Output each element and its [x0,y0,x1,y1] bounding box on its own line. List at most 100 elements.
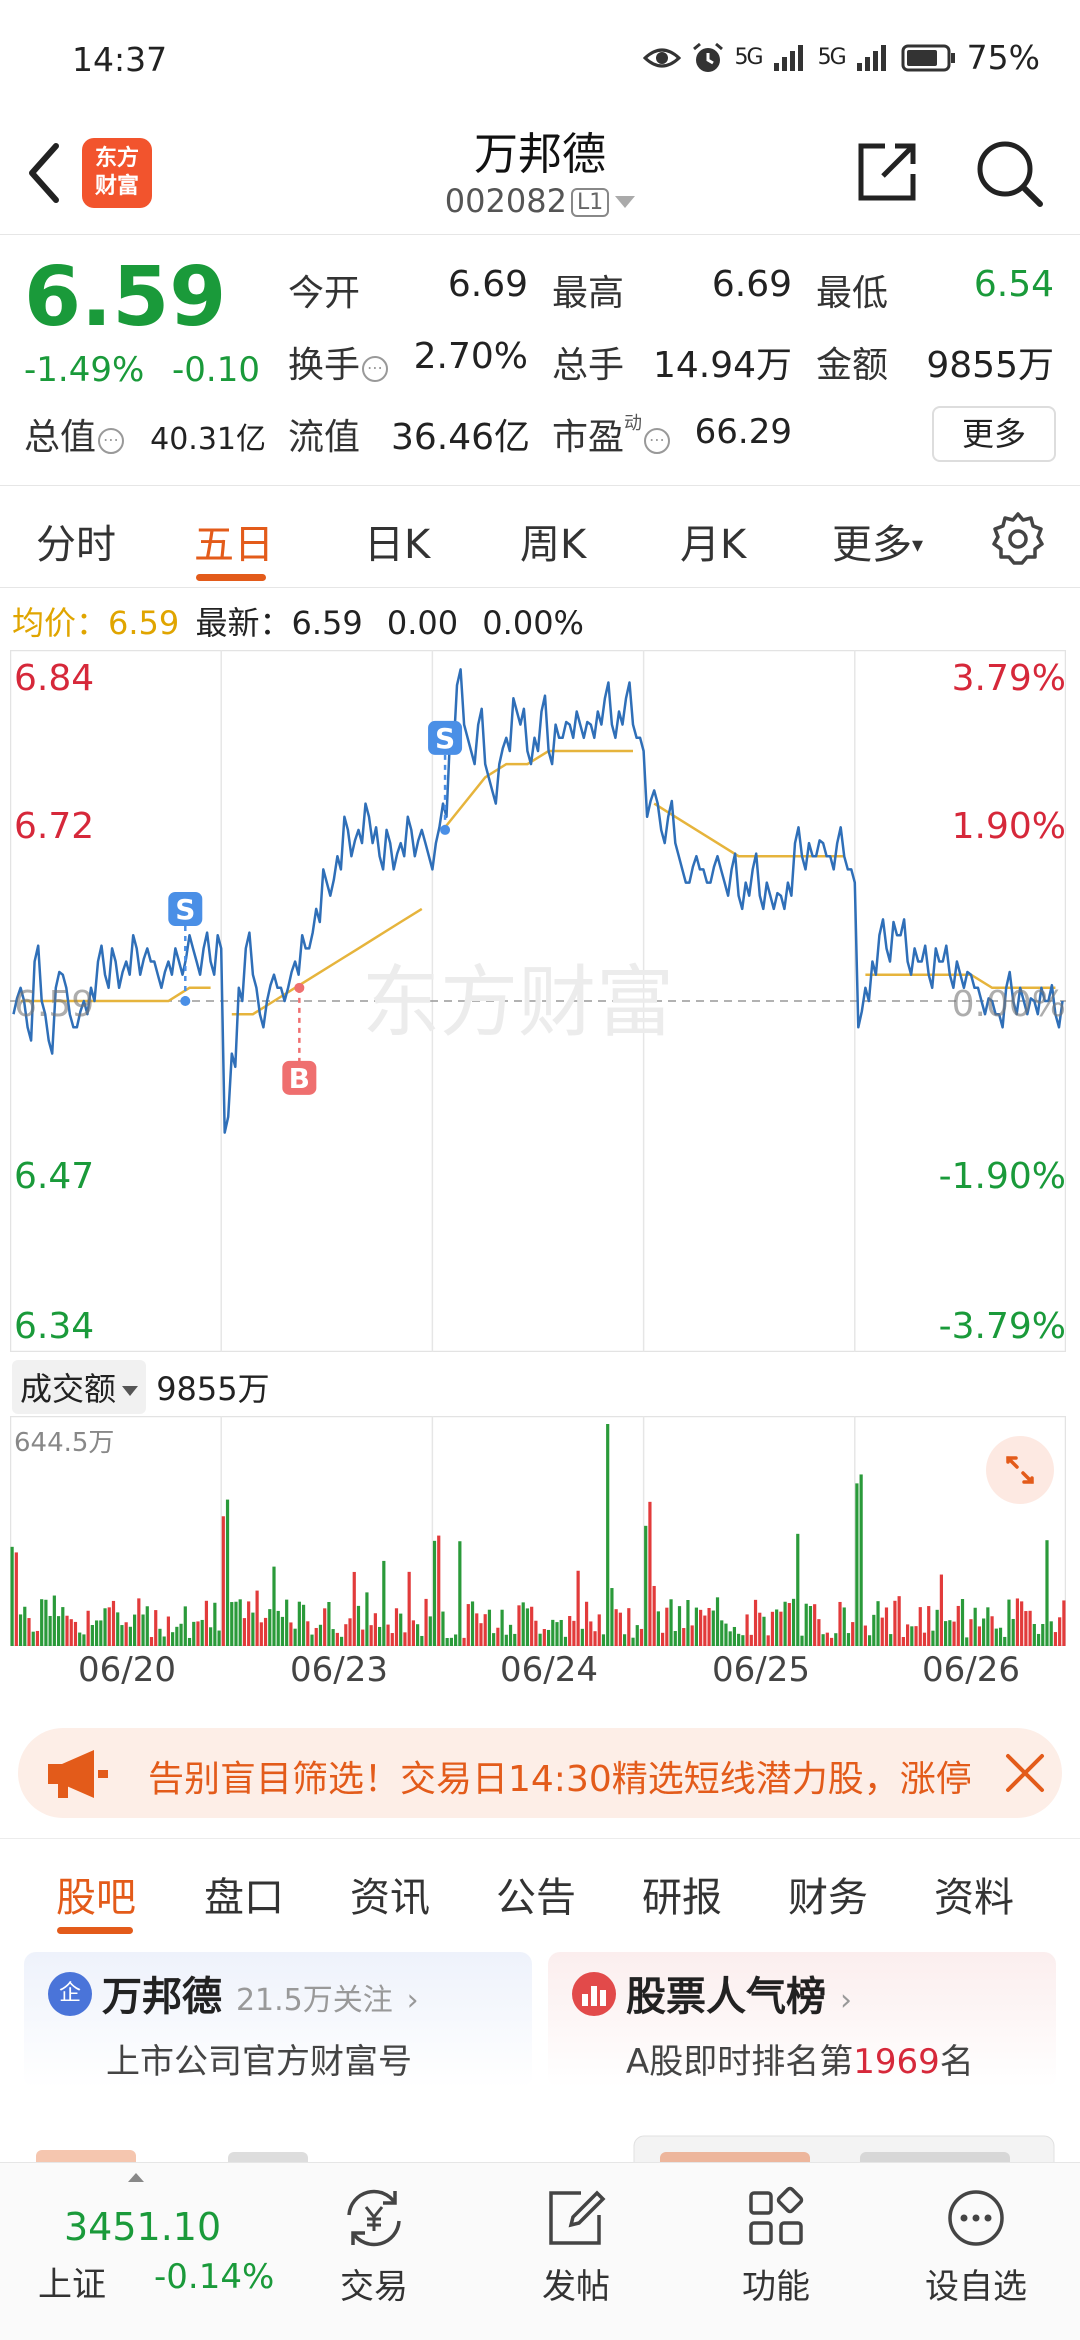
caret-up-icon [128,2173,144,2182]
volume-bar [808,1606,813,1646]
back-arrow-icon[interactable] [20,138,70,208]
volume-bar [580,1628,584,1646]
nav-trade[interactable]: 交易 [314,2185,434,2308]
volume-bar [783,1601,787,1646]
tab-five-day[interactable]: 五日 [194,522,274,568]
tab-financials[interactable]: 财务 [788,1875,868,1921]
popularity-rank-card[interactable]: 股票人气榜 › A股即时排名第1969名 [548,1952,1056,2088]
volume-bar [893,1600,897,1646]
tab-daily-k[interactable]: 日K [364,522,431,568]
volume-bar [90,1625,94,1646]
volume-bar [454,1634,458,1646]
tab-announcements[interactable]: 公告 [496,1875,576,1921]
expand-icon [1006,1456,1034,1484]
index-change[interactable]: -0.14% [154,2257,275,2297]
volume-chart[interactable] [10,1416,1066,1646]
close-icon[interactable] [1002,1750,1048,1796]
pe-label[interactable]: 市盈动⋯ [552,408,671,460]
volume-bar [128,1626,132,1646]
alarm-icon [692,42,723,72]
volume-bar [804,1603,808,1646]
volume-bar [825,1632,829,1646]
stock-code-selector[interactable]: 002082 L1 [0,182,1080,220]
volume-bar [111,1600,116,1646]
tab-more[interactable]: 更多▾ [832,512,923,570]
eastmoney-logo[interactable]: 东方 财富 [82,138,152,208]
volume-bar [931,1630,935,1646]
tab-news[interactable]: 资讯 [350,1875,430,1921]
float-cap-value: 36.46亿 [390,417,530,458]
search-icon[interactable] [972,136,1044,208]
volume-bar [293,1628,297,1646]
info-icon[interactable]: ⋯ [644,428,671,454]
popularity-rank-name: 股票人气榜 [626,1974,826,2020]
pe-value: 66.29 [694,412,792,452]
share-icon[interactable] [855,138,921,204]
volume-bar [614,1609,618,1646]
turnover-label[interactable]: 换手 ⋯ [288,336,389,388]
volume-type-label: 成交额 [20,1370,117,1408]
volume-bar [449,1637,454,1646]
expand-chart-button[interactable] [986,1436,1054,1504]
tab-order-book[interactable]: 盘口 [204,1875,284,1921]
rank-prefix: A股即时排名第 [626,2042,854,2082]
tab-research[interactable]: 研报 [642,1875,722,1921]
five-day-price-chart[interactable]: 东方财富 S B S [10,650,1066,1352]
volume-bar [399,1613,403,1646]
volume-bar [597,1614,601,1646]
more-quote-button[interactable]: 更多 [932,406,1056,462]
volume-bar [1003,1636,1007,1646]
tab-profile[interactable]: 资料 [934,1875,1014,1921]
quote-panel: 6.59 -1.49% -0.10 今开 6.69 最高 6.69 最低 6.5… [0,236,1080,486]
volume-bar [348,1618,352,1646]
volume-bar [500,1609,504,1646]
info-icon[interactable]: ⋯ [98,428,125,454]
volume-bar [1049,1621,1053,1646]
volume-bar [525,1608,530,1646]
content-tabs: 股吧 盘口 资讯 公告 研报 财务 资料 [0,1838,1080,1938]
volume-bar [901,1637,905,1646]
volume-bar [158,1628,162,1646]
open-label: 今开 [288,273,361,314]
turnover-label-text: 换手 [288,345,361,386]
volume-bar [103,1608,107,1646]
volume-type-selector[interactable]: 成交额 [12,1360,147,1414]
nav-add-watchlist[interactable]: 设自选 [916,2185,1036,2308]
volume-bar [606,1424,610,1646]
index-value[interactable]: 3451.10 [64,2205,222,2249]
chevron-right-icon: › [839,1983,852,2018]
volume-bar [175,1626,179,1646]
tab-stock-forum[interactable]: 股吧 [56,1875,136,1921]
volume-bar [648,1501,652,1646]
volume-bar [69,1619,73,1646]
volume-bar [1024,1611,1028,1646]
market-cap-label[interactable]: 总值 ⋯ [24,408,125,460]
volume-bar [352,1571,356,1646]
promo-banner[interactable]: 告别盲目筛选！交易日14:30精选短线潜力股，涨停 [18,1728,1062,1818]
volume-bar [162,1636,166,1646]
volume-bar [749,1634,753,1646]
tab-monthly-k[interactable]: 月K [680,522,747,568]
trade-marker-dot [294,982,305,993]
tab-weekly-k[interactable]: 周K [520,522,587,568]
index-name[interactable]: 上证 [38,2265,106,2305]
nav-features[interactable]: 功能 [716,2185,836,2308]
official-account-card[interactable]: 企 万邦德 21.5万关注 › 上市公司官方财富号 [24,1952,532,2088]
volume-bar [956,1605,960,1646]
nav-post[interactable]: 发帖 [516,2185,636,2308]
volume-bar [475,1613,479,1646]
volume-bar [948,1620,952,1646]
stock-name: 万邦德 [474,129,606,180]
gear-icon[interactable] [990,510,1046,566]
tab-intraday[interactable]: 分时 [36,522,116,568]
volume-bar [280,1616,285,1646]
volume-bar [1041,1623,1045,1646]
volume-bar [787,1603,791,1646]
volume-bar [855,1483,859,1646]
avg-label: 均价： [12,604,109,642]
rank-number: 1969 [853,2042,940,2082]
volume-bar [867,1635,872,1646]
info-icon[interactable]: ⋯ [362,356,389,382]
tab-more-label: 更多 [832,522,912,568]
volume-bar [884,1607,889,1646]
